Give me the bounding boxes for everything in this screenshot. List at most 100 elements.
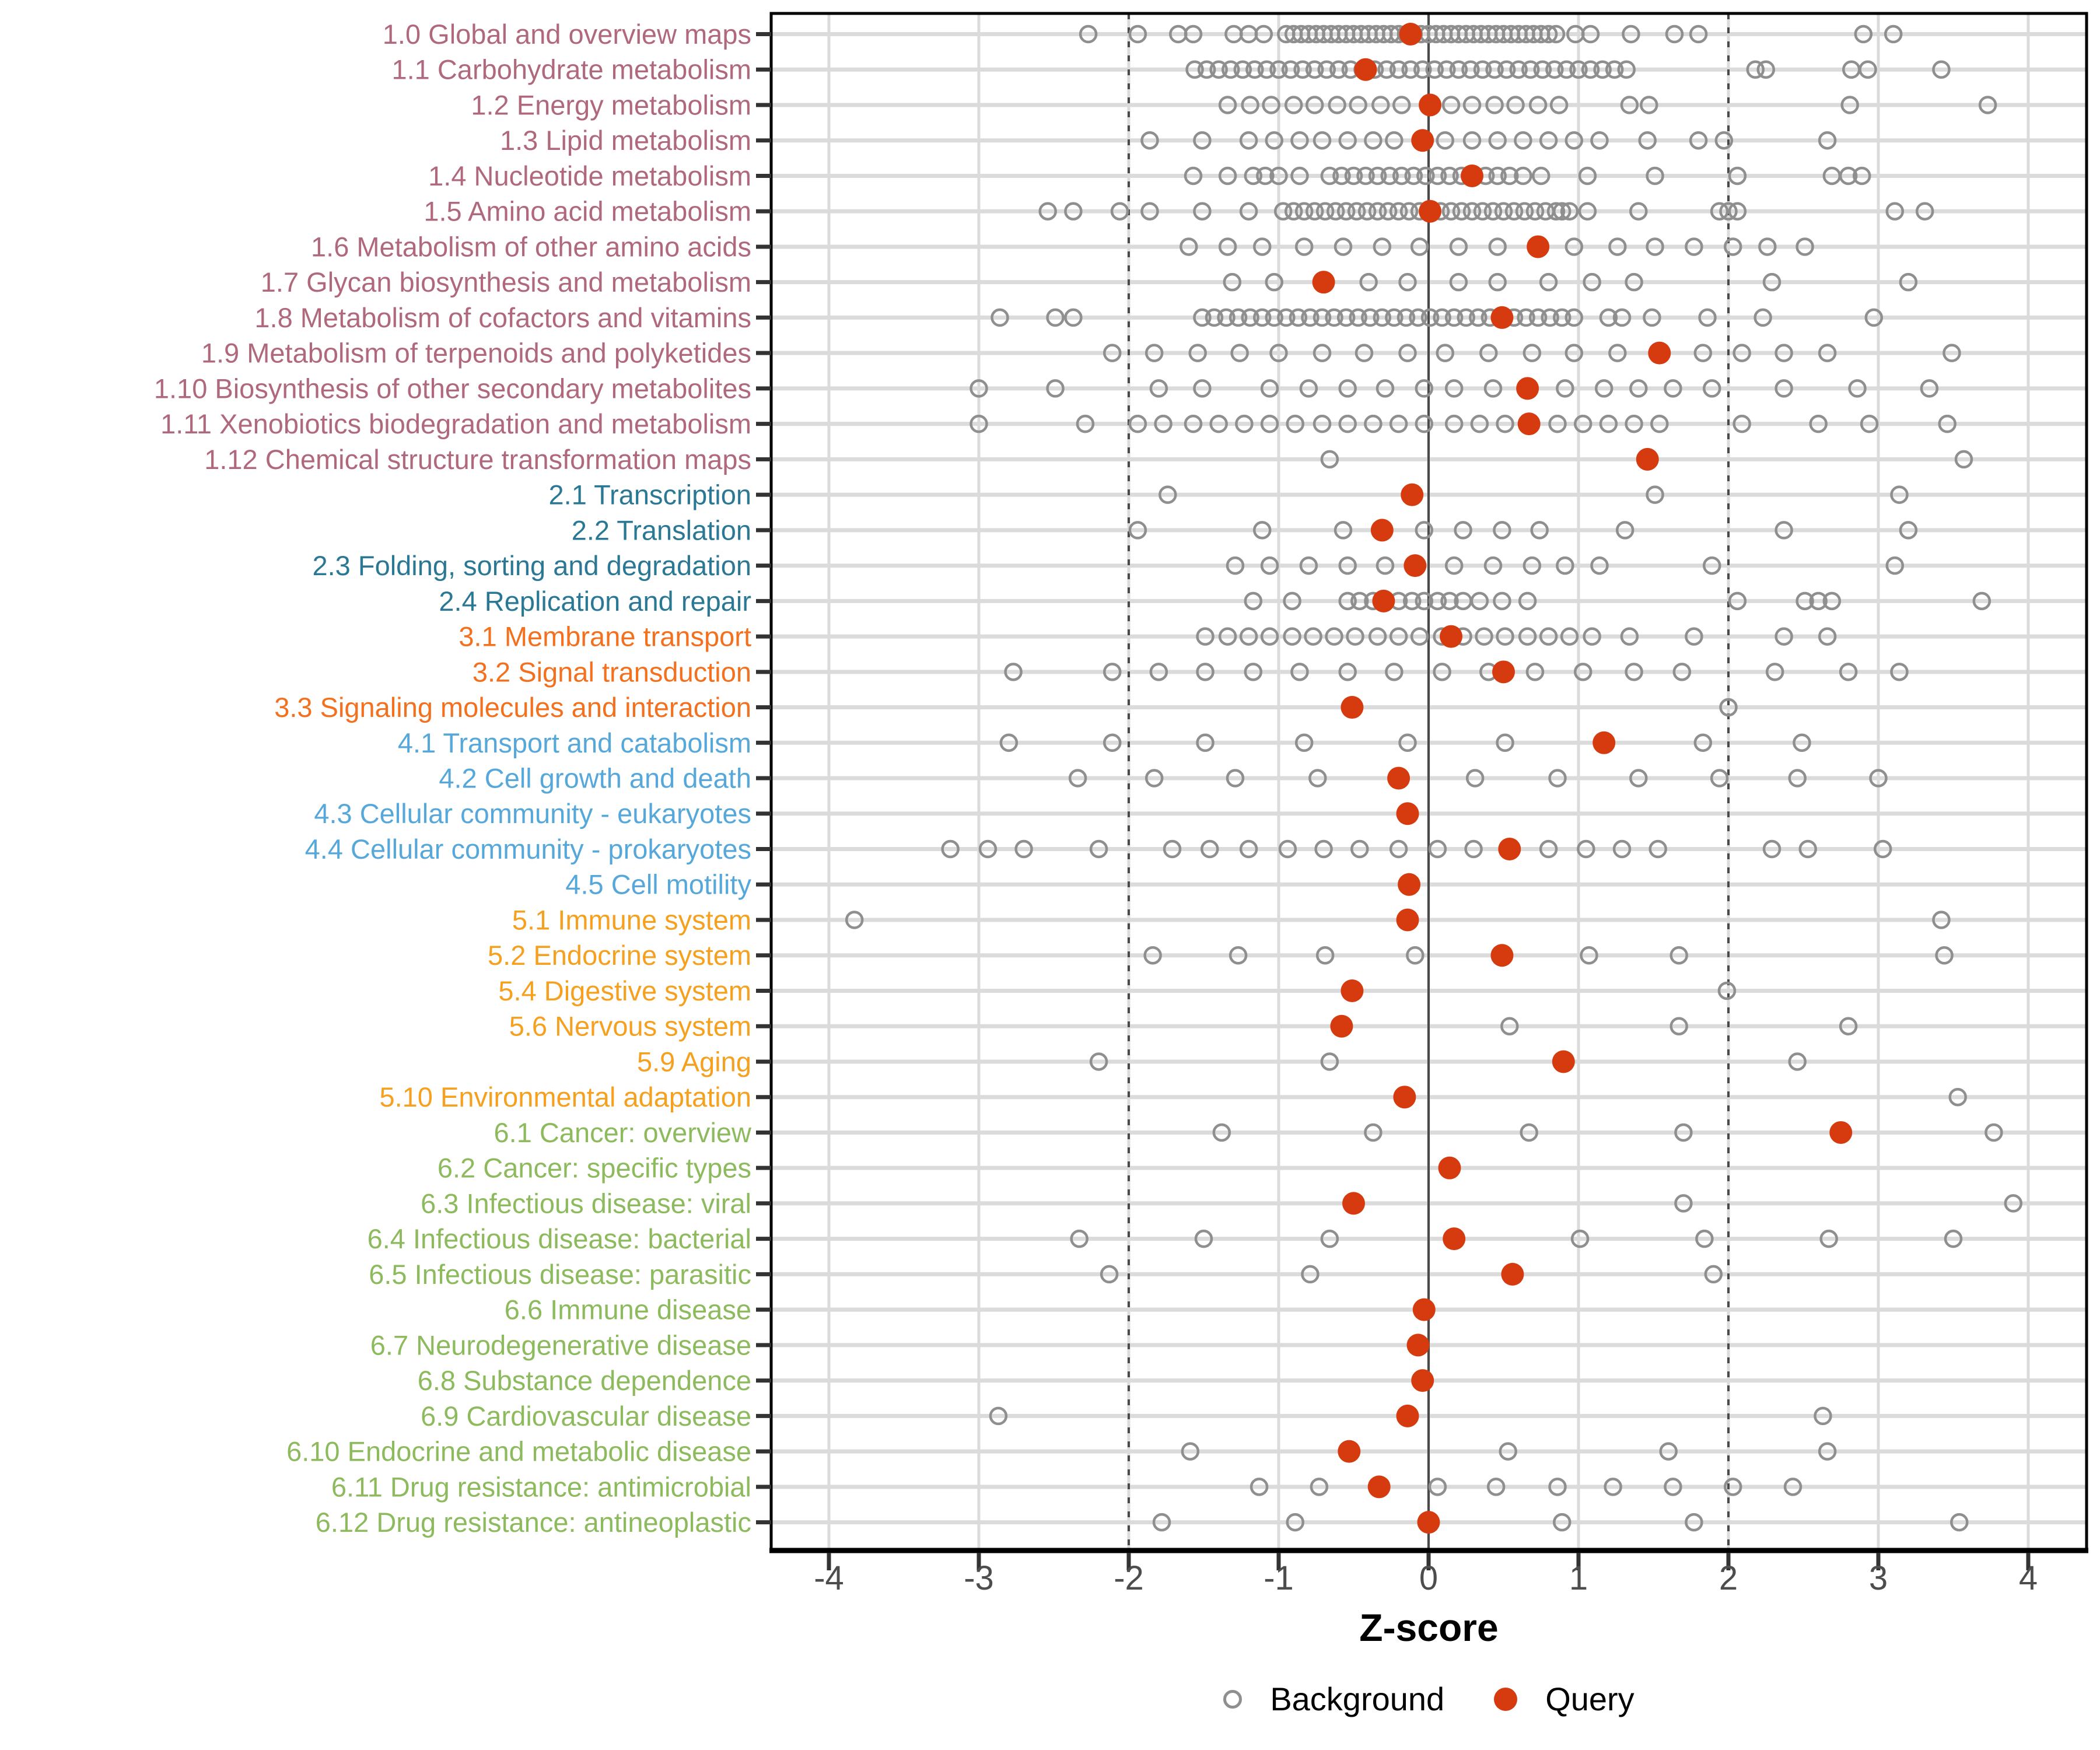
background-point (1398, 733, 1417, 752)
background-point (1401, 60, 1420, 79)
background-point (1428, 839, 1447, 859)
y-axis-label: 3.2 Signal transduction (473, 656, 751, 687)
y-axis-label: 5.9 Aging (637, 1046, 751, 1077)
y-axis-label: 6.5 Infectious disease: parasitic (369, 1259, 751, 1290)
background-point (1500, 1017, 1519, 1035)
background-point (1564, 237, 1584, 256)
x-tick-label: 2 (1719, 1559, 1738, 1597)
y-axis-label: 6.12 Drug resistance: antineoplastic (316, 1507, 751, 1538)
background-point (1239, 627, 1258, 646)
background-point (1212, 1123, 1231, 1142)
background-point (1416, 166, 1435, 186)
background-point (1670, 1017, 1688, 1035)
y-axis-label: 1.5 Amino acid metabolism (424, 196, 751, 227)
background-point (1154, 414, 1172, 433)
y-axis-label: 3.1 Membrane transport (459, 621, 751, 652)
query-point (1312, 271, 1335, 294)
background-point (1305, 96, 1324, 114)
background-point (1193, 308, 1212, 327)
background-point (1483, 379, 1503, 398)
query-point (1412, 1298, 1436, 1321)
background-point (1299, 379, 1318, 398)
background-point (991, 308, 1009, 327)
background-point (941, 839, 960, 859)
y-axis-label: 6.8 Substance dependence (418, 1365, 751, 1396)
background-point (1314, 839, 1333, 859)
query-point (1340, 696, 1364, 719)
y-axis-label: 1.2 Energy metabolism (471, 89, 751, 120)
query-point (1330, 1014, 1353, 1038)
background-point (1452, 202, 1471, 220)
background-point (1473, 202, 1492, 220)
background-point (1564, 308, 1584, 327)
background-point (1473, 60, 1492, 79)
y-axis-label: 1.9 Metabolism of terpenoids and polyket… (201, 338, 751, 369)
background-point (1269, 60, 1288, 79)
background-point (1252, 308, 1272, 327)
background-point (1819, 1229, 1838, 1248)
background-point (1702, 379, 1721, 398)
background-point (1854, 24, 1873, 44)
background-point (1470, 414, 1489, 433)
background-point (1209, 414, 1228, 433)
background-point (1746, 60, 1765, 79)
background-point (1457, 308, 1475, 327)
y-axis-label: 6.10 Endocrine and metabolic disease (286, 1436, 751, 1467)
query-point (1398, 873, 1421, 896)
query-point (1396, 1404, 1419, 1427)
background-point (1184, 24, 1203, 44)
query-point (1342, 1192, 1365, 1215)
background-point (1320, 166, 1339, 186)
background-point (1557, 60, 1576, 79)
background-point (1599, 308, 1618, 327)
background-point (1338, 131, 1357, 150)
background-point (1693, 733, 1713, 752)
background-point (1181, 1442, 1200, 1461)
background-point (1659, 1442, 1678, 1461)
background-point (1338, 556, 1357, 575)
y-axis-label: 1.11 Xenobiotics biodegradation and meta… (160, 408, 751, 439)
background-point (1364, 414, 1382, 433)
background-point (1818, 344, 1837, 362)
background-point (1241, 96, 1259, 114)
background-point (1693, 344, 1713, 362)
query-point (1498, 838, 1521, 861)
background-point (1284, 96, 1303, 114)
background-point (1556, 379, 1574, 398)
background-point (1765, 663, 1784, 681)
background-point (1494, 202, 1513, 220)
background-point (1560, 627, 1579, 646)
y-axis-label: 5.10 Environmental adaptation (379, 1082, 751, 1112)
background-point (1774, 521, 1793, 540)
y-axis-label: 4.1 Transport and catabolism (398, 727, 751, 758)
background-point (1695, 1229, 1714, 1248)
background-point (1485, 96, 1504, 114)
y-axis-label: 5.6 Nervous system (509, 1011, 751, 1042)
background-point (1079, 24, 1098, 44)
background-point (1368, 202, 1387, 220)
background-point (1290, 166, 1309, 186)
background-point (1359, 272, 1378, 292)
background-point (1839, 166, 1858, 186)
background-point (1420, 308, 1440, 327)
background-point (1608, 237, 1627, 256)
background-point (1338, 592, 1357, 611)
query-point (1387, 766, 1410, 790)
background-point (1528, 96, 1548, 114)
background-point (1625, 663, 1643, 681)
background-point (1560, 202, 1579, 220)
background-point (1283, 592, 1301, 611)
background-point (1719, 202, 1738, 220)
background-point (1315, 946, 1335, 965)
background-point (1200, 839, 1219, 859)
background-point (1514, 131, 1532, 150)
query-point (1552, 1050, 1575, 1073)
background-point (1570, 1229, 1590, 1248)
background-point (1605, 60, 1624, 79)
background-point (1604, 1478, 1622, 1496)
background-point (1294, 237, 1314, 256)
background-point (1848, 379, 1867, 398)
background-point (1514, 166, 1532, 186)
x-tick-label: -3 (964, 1559, 994, 1597)
background-point (1464, 839, 1483, 859)
